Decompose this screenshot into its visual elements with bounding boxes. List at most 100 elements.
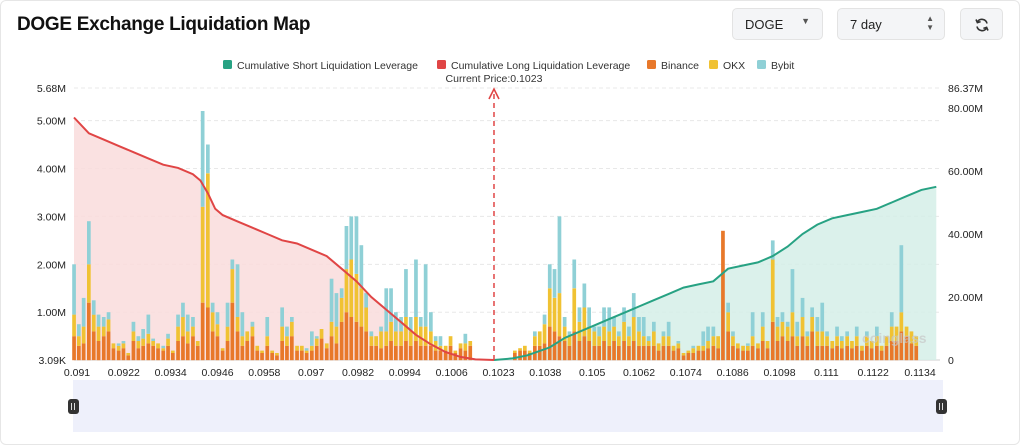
bar-binance[interactable] <box>854 345 859 361</box>
bar-binance[interactable] <box>914 345 919 361</box>
bar-okx[interactable] <box>865 336 869 346</box>
bar-okx[interactable] <box>290 321 294 337</box>
bar-bybit[interactable] <box>627 326 631 337</box>
bar-binance[interactable] <box>72 336 76 361</box>
bar-bybit[interactable] <box>577 307 582 322</box>
bar-binance[interactable] <box>869 348 874 361</box>
bar-binance[interactable] <box>567 345 572 361</box>
bar-binance[interactable] <box>875 345 879 361</box>
bar-binance[interactable] <box>423 345 428 361</box>
bar-okx[interactable] <box>131 331 136 341</box>
bar-binance[interactable] <box>527 353 532 361</box>
bar-binance[interactable] <box>810 331 814 361</box>
bar-binance[interactable] <box>661 345 666 361</box>
bar-bybit[interactable] <box>567 331 572 337</box>
bar-bybit[interactable] <box>91 300 96 315</box>
bar-binance[interactable] <box>141 345 145 361</box>
legend-label-short_line[interactable]: Cumulative Short Liquidation Leverage <box>237 60 418 72</box>
bar-bybit[interactable] <box>141 329 145 339</box>
bar-bybit[interactable] <box>240 312 245 337</box>
bar-okx[interactable] <box>572 288 577 332</box>
bar-okx[interactable] <box>166 338 170 346</box>
bar-binance[interactable] <box>775 341 780 361</box>
bar-okx[interactable] <box>879 345 884 351</box>
bar-okx[interactable] <box>637 331 641 346</box>
bar-bybit[interactable] <box>72 264 76 315</box>
bar-okx[interactable] <box>617 336 621 346</box>
bar-binance[interactable] <box>622 341 626 361</box>
bar-bybit[interactable] <box>835 326 839 337</box>
legend-label-long_line[interactable]: Cumulative Long Liquidation Leverage <box>451 60 630 72</box>
bar-bybit[interactable] <box>349 216 354 260</box>
bar-binance[interactable] <box>701 350 706 361</box>
bar-binance[interactable] <box>736 348 740 361</box>
bar-binance[interactable] <box>240 345 245 361</box>
bar-bybit[interactable] <box>314 336 319 339</box>
bar-okx[interactable] <box>691 348 696 353</box>
bar-okx[interactable] <box>77 336 81 346</box>
bar-bybit[interactable] <box>433 336 438 341</box>
bar-okx[interactable] <box>909 331 914 344</box>
bar-okx[interactable] <box>681 353 686 356</box>
bar-bybit[interactable] <box>746 343 750 346</box>
bar-binance[interactable] <box>676 348 681 361</box>
bar-binance[interactable] <box>96 341 101 361</box>
bar-okx[interactable] <box>750 336 755 346</box>
bar-okx[interactable] <box>765 341 770 349</box>
bar-binance[interactable] <box>780 336 785 361</box>
bar-binance[interactable] <box>136 348 141 361</box>
bar-okx[interactable] <box>726 312 730 332</box>
bar-bybit[interactable] <box>805 331 810 337</box>
bar-binance[interactable] <box>206 307 210 361</box>
bar-binance[interactable] <box>899 331 904 361</box>
bar-okx[interactable] <box>686 350 691 353</box>
bar-bybit[interactable] <box>399 317 403 332</box>
legend-label-bybit[interactable]: Bybit <box>771 60 794 72</box>
bar-okx[interactable] <box>741 345 745 351</box>
bar-okx[interactable] <box>270 350 274 353</box>
bar-okx[interactable] <box>304 350 309 353</box>
bar-binance[interactable] <box>741 350 745 361</box>
bar-bybit[interactable] <box>131 321 136 332</box>
bar-bybit[interactable] <box>562 317 567 327</box>
bar-binance[interactable] <box>195 345 200 361</box>
bar-okx[interactable] <box>652 331 656 346</box>
bar-binance[interactable] <box>617 345 621 361</box>
bar-okx[interactable] <box>523 345 527 351</box>
bar-bybit[interactable] <box>206 144 210 174</box>
bar-okx[interactable] <box>255 345 260 351</box>
bar-okx[interactable] <box>756 343 760 349</box>
bar-bybit[interactable] <box>572 259 577 289</box>
bar-bybit[interactable] <box>146 314 151 334</box>
bar-okx[interactable] <box>676 343 681 349</box>
bar-binance[interactable] <box>577 341 582 361</box>
bar-binance[interactable] <box>879 350 884 361</box>
bar-bybit[interactable] <box>547 264 552 289</box>
bar-okx[interactable] <box>329 321 334 337</box>
bar-okx[interactable] <box>533 336 537 346</box>
bar-okx[interactable] <box>641 336 646 346</box>
bar-bybit[interactable] <box>418 317 423 327</box>
bar-binance[interactable] <box>394 345 398 361</box>
bar-binance[interactable] <box>300 350 304 361</box>
bar-okx[interactable] <box>260 350 264 353</box>
bar-okx[interactable] <box>820 331 825 346</box>
bar-okx[interactable] <box>780 321 785 337</box>
bar-bybit[interactable] <box>810 307 814 317</box>
bar-bybit[interactable] <box>701 331 706 346</box>
bar-okx[interactable] <box>206 173 210 308</box>
bar-bybit[interactable] <box>666 321 671 337</box>
bar-bybit[interactable] <box>369 331 374 337</box>
bar-binance[interactable] <box>726 331 730 361</box>
cumulative-long-line[interactable] <box>73 116 495 361</box>
bar-bybit[interactable] <box>533 331 537 337</box>
bar-binance[interactable] <box>191 336 195 361</box>
bar-binance[interactable] <box>77 345 81 361</box>
bar-okx[interactable] <box>300 345 304 351</box>
bar-okx[interactable] <box>567 336 572 346</box>
bar-bybit[interactable] <box>215 312 220 325</box>
bar-bybit[interactable] <box>121 341 126 344</box>
bar-bybit[interactable] <box>101 317 106 327</box>
bar-okx[interactable] <box>602 326 606 341</box>
bar-okx[interactable] <box>225 326 230 341</box>
